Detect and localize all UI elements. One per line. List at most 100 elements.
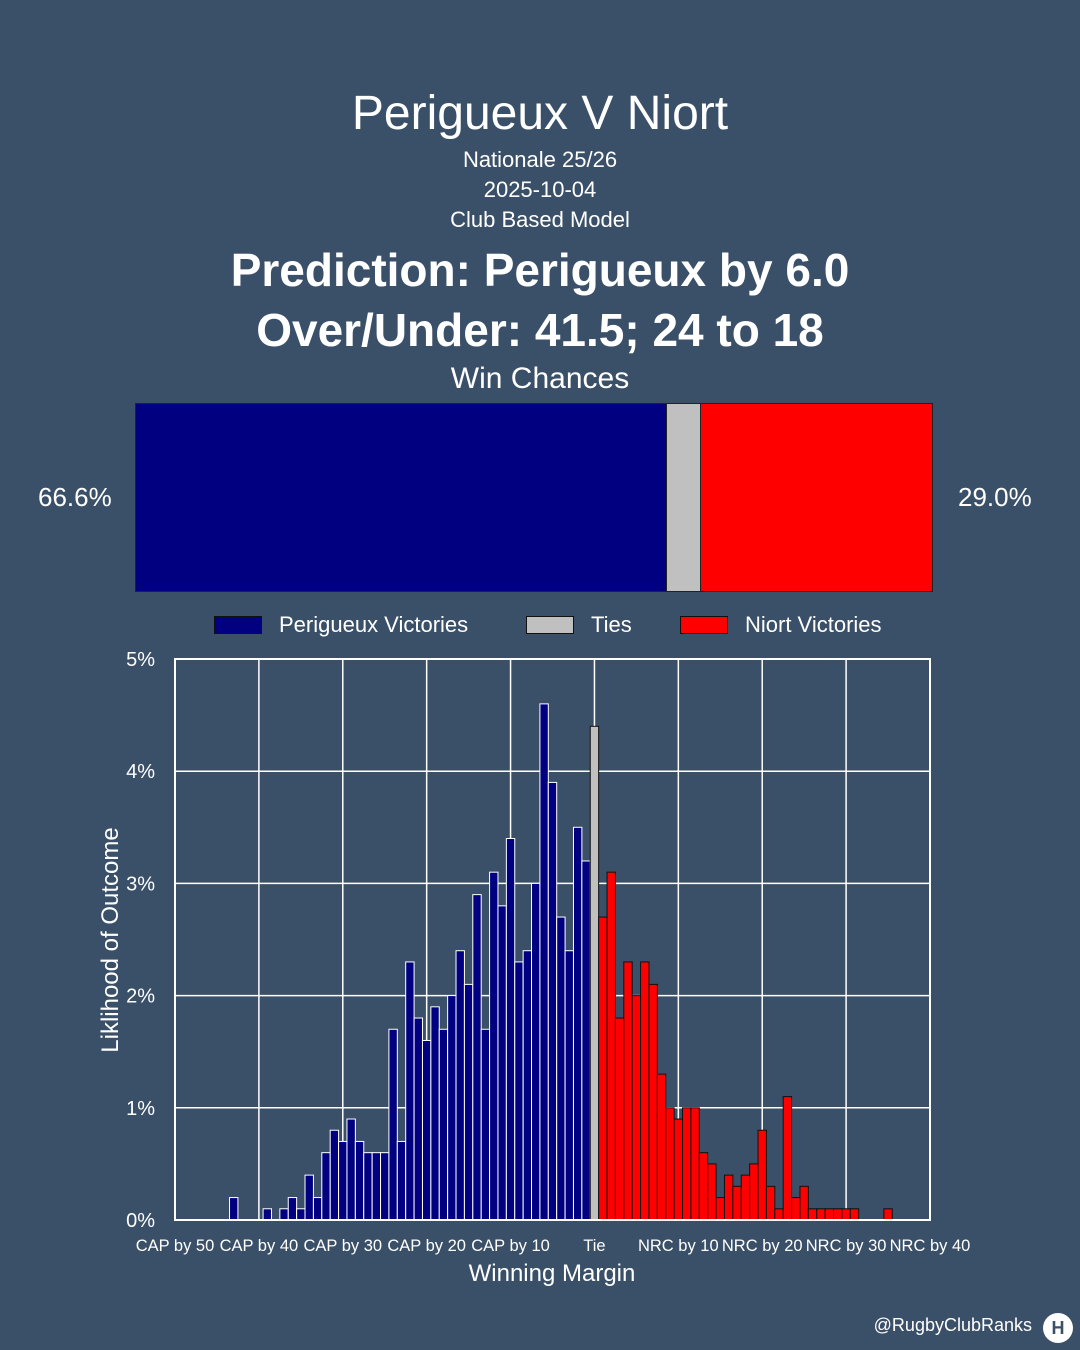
histogram-bar: [690, 1107, 700, 1221]
histogram-bar: [262, 1208, 272, 1221]
histogram-bar: [740, 1174, 751, 1221]
histogram-bar: [556, 916, 566, 1221]
histogram-bar: [312, 1197, 323, 1221]
legend-label-home: Perigueux Victories: [279, 612, 469, 637]
legend-item-home: Perigueux Victories: [214, 612, 468, 638]
histogram-bar: [430, 1006, 440, 1221]
histogram-bar: [791, 1197, 801, 1221]
histogram-bar: [447, 995, 457, 1221]
histogram-bar: [723, 1174, 734, 1221]
y-tick-label: 4%: [126, 761, 155, 783]
y-tick-labels: 0% 1% 2% 3% 4% 5%: [126, 649, 155, 1232]
x-tick-label: NRC by 20: [722, 1237, 803, 1255]
chart-bars: [229, 703, 893, 1221]
histogram-bar: [564, 950, 574, 1221]
histogram-bar: [354, 1140, 365, 1221]
histogram-bar: [304, 1174, 314, 1221]
y-tick-label: 1%: [126, 1098, 155, 1120]
histogram-bar: [531, 882, 541, 1221]
home-win-segment: [136, 404, 667, 591]
histogram-bar: [371, 1152, 382, 1221]
histogram-bar: [715, 1197, 725, 1221]
histogram-bar: [749, 1163, 759, 1221]
y-tick-label: 5%: [126, 649, 155, 671]
x-axis-label: Winning Margin: [469, 1260, 636, 1287]
histogram-bar: [346, 1118, 356, 1221]
histogram-bar: [413, 1017, 423, 1221]
logo-icon: H: [1043, 1313, 1073, 1343]
twitter-handle: @RugbyClubRanks: [873, 1315, 1032, 1335]
x-tick-labels: CAP by 50 CAP by 40 CAP by 30 CAP by 20 CAP …: [136, 1237, 971, 1255]
histogram-bar: [816, 1208, 826, 1221]
x-tick-label: NRC by 10: [638, 1237, 719, 1255]
model-label: Club Based Model: [450, 207, 630, 232]
histogram-bar: [665, 1107, 675, 1221]
histogram-bar: [614, 1017, 625, 1221]
histogram-bar: [732, 1185, 742, 1221]
tie-segment: [666, 404, 702, 591]
histogram-bar: [648, 983, 658, 1221]
histogram-bar: [338, 1140, 348, 1221]
legend-item-tie: Ties: [526, 612, 632, 638]
histogram-bar: [279, 1208, 289, 1221]
over-under-text: Over/Under: 41.5; 24 to 18: [256, 304, 824, 356]
x-tick-label: NRC by 30: [806, 1237, 887, 1255]
home-win-pct: 66.6%: [38, 482, 112, 512]
histogram-bar: [841, 1208, 851, 1221]
legend-label-tie: Ties: [591, 612, 632, 637]
x-tick-label: CAP by 30: [303, 1237, 382, 1255]
histogram-bar: [824, 1208, 835, 1221]
win-chances-title: Win Chances: [450, 362, 630, 395]
histogram-bar: [799, 1185, 809, 1221]
x-tick-label: CAP by 20: [387, 1237, 466, 1255]
margin-histogram: 0% 1% 2% 3% 4% 5% CAP by 50 CAP by 40 CAP by 30…: [97, 649, 971, 1287]
histogram-bar: [497, 905, 507, 1221]
histogram-bar: [547, 781, 558, 1221]
histogram-bar: [396, 1140, 407, 1221]
y-tick-label: 3%: [126, 873, 155, 895]
histogram-bar: [833, 1208, 843, 1221]
histogram-bar: [849, 1208, 860, 1221]
competition-label: Nationale 25/26: [462, 147, 618, 172]
histogram-bar: [455, 950, 465, 1221]
legend-swatch-home: [214, 616, 262, 634]
x-tick-label: CAP by 50: [136, 1237, 215, 1255]
prediction-text: Prediction: Perigueux by 6.0: [230, 244, 850, 296]
histogram-bar: [765, 1185, 776, 1221]
histogram-bar: [363, 1152, 373, 1221]
legend-item-away: Niort Victories: [680, 612, 882, 638]
y-axis-label: Liklihood of Outcome: [97, 827, 124, 1052]
x-tick-label: Tie: [583, 1237, 605, 1255]
win-chances-bar: [135, 403, 933, 592]
histogram-bar: [489, 871, 499, 1221]
histogram-bar: [698, 1152, 709, 1221]
histogram-bar: [623, 961, 633, 1221]
histogram-bar: [438, 1028, 449, 1221]
legend-label-away: Niort Victories: [745, 612, 882, 637]
histogram-bar: [321, 1152, 331, 1221]
histogram-bar: [296, 1208, 306, 1221]
legend-swatch-away: [680, 616, 728, 634]
histogram-bar: [589, 725, 600, 1221]
histogram-bar: [388, 1028, 398, 1221]
histogram-bar: [514, 961, 524, 1221]
page-title: Perigueux V Niort: [351, 87, 729, 140]
plot-frame: [174, 658, 931, 1221]
histogram-bar: [656, 1073, 667, 1221]
histogram-bar: [572, 826, 583, 1221]
histogram-bar: [774, 1208, 784, 1221]
histogram-bar: [631, 995, 642, 1221]
x-tick-label: CAP by 10: [471, 1237, 550, 1255]
histogram-bar: [480, 1028, 491, 1221]
histogram-bar: [472, 894, 482, 1221]
histogram-bar: [380, 1152, 390, 1221]
histogram-bar: [581, 860, 591, 1221]
histogram-bar: [673, 1118, 684, 1221]
y-tick-label: 0%: [126, 1210, 155, 1232]
histogram-bar: [463, 983, 474, 1221]
legend-swatch-tie: [526, 616, 574, 634]
x-tick-label: CAP by 40: [220, 1237, 299, 1255]
histogram-bar: [598, 916, 608, 1221]
histogram-bar: [505, 838, 516, 1221]
histogram-bar: [405, 961, 415, 1221]
